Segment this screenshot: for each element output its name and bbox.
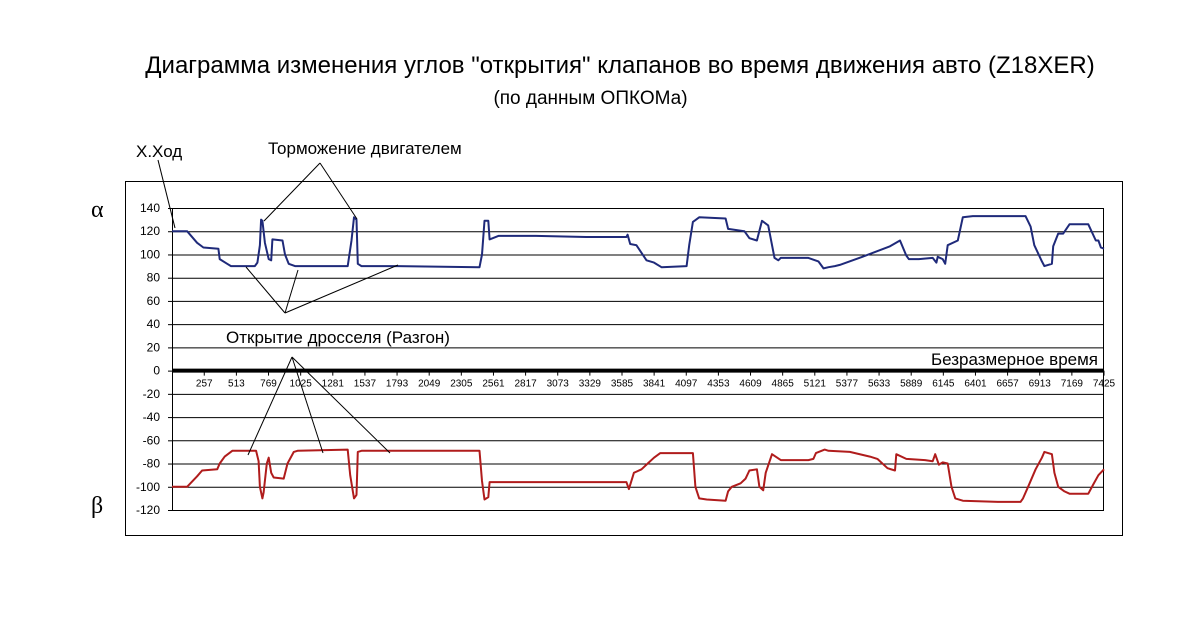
time-axis-label: Безразмерное время <box>931 350 1098 369</box>
beta-series-line <box>172 448 1105 503</box>
x-tick-label: 4865 <box>772 379 795 390</box>
chart-title: Диаграмма изменения углов "открытия" кла… <box>145 52 1095 79</box>
x-tick-label: 3841 <box>643 379 666 390</box>
x-tick-labels: 2575137691025128115371793204923052561281… <box>196 370 1116 390</box>
throttle-down-leader-line <box>291 356 324 454</box>
x-tick-label: 5889 <box>900 379 923 390</box>
throttle-up-leader-line <box>284 264 399 314</box>
x-tick-label: 4097 <box>675 379 698 390</box>
x-tick-label: 2817 <box>514 379 537 390</box>
y-tick-label: -100 <box>136 480 160 494</box>
braking-leader-line <box>319 162 358 220</box>
y-tick-label: -60 <box>143 433 161 447</box>
y-tick-label: 20 <box>147 340 161 354</box>
x-tick-label: 5121 <box>804 379 827 390</box>
x-tick-label: 6145 <box>932 379 955 390</box>
x-tick-label: 6401 <box>964 379 987 390</box>
idle-annotation: Х.Ход <box>136 142 182 161</box>
alpha-series-line <box>172 215 1105 270</box>
y-tick-label: 40 <box>147 317 161 331</box>
x-tick-label: 3329 <box>579 379 602 390</box>
throttle-down-leader-line <box>291 356 391 454</box>
x-tick-label: 5377 <box>836 379 859 390</box>
y-tick-label: 120 <box>140 224 160 238</box>
x-tick-label: 3585 <box>611 379 634 390</box>
x-tick-label: 1281 <box>322 379 345 390</box>
x-tick-label: 1537 <box>354 379 377 390</box>
x-tick-label: 257 <box>196 379 213 390</box>
y-tick-labels: 140 120 100 80 60 40 20 0 -20 -40 -60 -80 -100 -120 <box>136 201 160 517</box>
annotation-leader-lines <box>157 159 399 456</box>
x-tick-label: 2305 <box>450 379 473 390</box>
alpha-label: α <box>91 197 104 223</box>
chart-subtitle: (по данным ОПКОМа) <box>493 88 688 109</box>
y-tick-label: 0 <box>153 364 160 378</box>
y-tick-label: -40 <box>143 410 161 424</box>
x-tick-label: 4609 <box>739 379 762 390</box>
x-tick-label: 5633 <box>868 379 891 390</box>
throttle-up-leader-line <box>284 269 299 314</box>
series-lines <box>172 215 1105 503</box>
x-tick-label: 2561 <box>482 379 505 390</box>
y-tick-label: 80 <box>147 271 161 285</box>
y-tick-label: -80 <box>143 457 161 471</box>
x-tick-label: 6913 <box>1029 379 1052 390</box>
throttle-up-leader-line <box>245 266 286 314</box>
chart-frame <box>125 181 1123 536</box>
y-tick-label: 60 <box>147 294 161 308</box>
x-tick-label: 513 <box>228 379 245 390</box>
throttle-annotation: Открытие дросселя (Разгон) <box>226 328 450 347</box>
y-tick-label: -120 <box>136 503 160 517</box>
x-tick-label: 769 <box>260 379 277 390</box>
y-tick-label: 100 <box>140 247 160 261</box>
y-tick-label: -20 <box>143 387 161 401</box>
braking-annotation: Торможение двигателем <box>268 139 462 158</box>
x-tick-label: 4353 <box>707 379 730 390</box>
x-tick-label: 6657 <box>996 379 1019 390</box>
braking-leader-line <box>263 162 321 222</box>
x-tick-label: 3073 <box>547 379 570 390</box>
throttle-down-leader-line <box>247 356 293 456</box>
x-tick-label: 7425 <box>1093 379 1116 390</box>
x-tick-label: 1793 <box>386 379 409 390</box>
y-tick-label: 140 <box>140 201 160 215</box>
x-tick-label: 2049 <box>418 379 441 390</box>
beta-label: β <box>91 493 103 519</box>
x-tick-label: 7169 <box>1061 379 1084 390</box>
idle-leader-line <box>157 159 176 229</box>
